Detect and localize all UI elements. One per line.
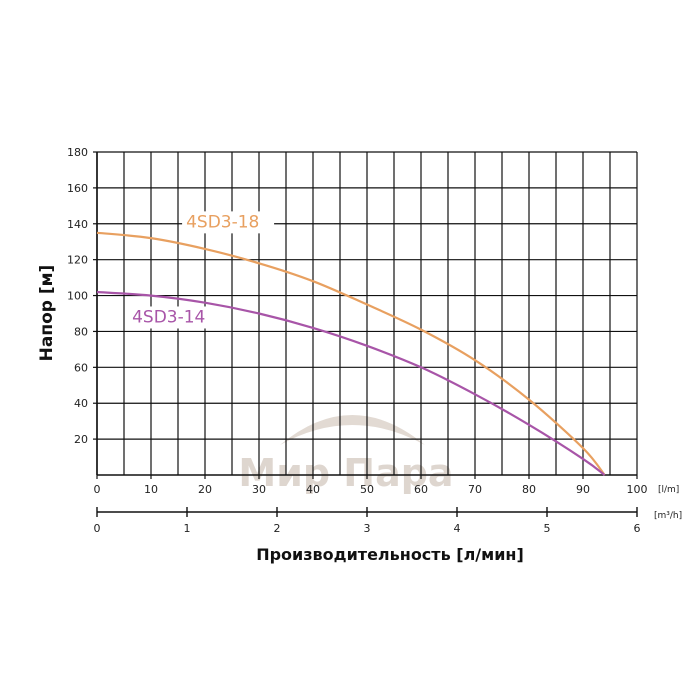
x-tick-label: 100	[627, 483, 648, 496]
x2-tick-label: 0	[94, 522, 101, 535]
x-tick-label: 10	[144, 483, 158, 496]
x-tick-label: 90	[576, 483, 590, 496]
x-tick-label: 60	[414, 483, 428, 496]
y-axis-label: Напор [м]	[37, 265, 57, 362]
x2-tick-label: 2	[274, 522, 281, 535]
series-line-4sd3-14	[96, 290, 606, 476]
series-label-bg	[182, 211, 275, 234]
series-line-4sd3-18	[96, 231, 606, 476]
series-label-4sd3-18: 4SD3-18	[186, 212, 259, 232]
y-tick-label: 80	[74, 325, 88, 338]
series-label-4sd3-14: 4SD3-14	[132, 307, 205, 327]
series-label-bg	[128, 306, 221, 329]
y-tick-label: 120	[67, 254, 88, 267]
series-lines: 4SD3-18 4SD3-14	[96, 211, 606, 476]
x2-tick-label: 5	[544, 522, 551, 535]
x-tick-label: 30	[252, 483, 266, 496]
x2-tick-label: 4	[454, 522, 461, 535]
y-tick-label: 160	[67, 182, 88, 195]
watermark-logo: Мир Пара	[238, 415, 454, 495]
x-tick-label: 80	[522, 483, 536, 496]
x-tick-label: 70	[468, 483, 482, 496]
y-tick-label: 60	[74, 361, 88, 374]
x2-axis-unit: [m³/h]	[654, 511, 682, 521]
y-tick-label: 140	[67, 218, 88, 231]
x2-tick-label: 1	[184, 522, 191, 535]
x2-tick-label: 6	[634, 522, 641, 535]
x-tick-label: 0	[94, 483, 101, 496]
x-tick-label: 50	[360, 483, 374, 496]
x-tick-label: 20	[198, 483, 212, 496]
x-axis-unit: [l/m]	[658, 485, 679, 495]
watermark-text: Мир Пара	[238, 451, 453, 495]
x-tick-label: 40	[306, 483, 320, 496]
y-tick-label: 40	[74, 397, 88, 410]
x-axis-label: Производительность [л/мин]	[256, 545, 524, 564]
y-tick-label: 180	[67, 146, 88, 159]
y-tick-label: 100	[67, 290, 88, 303]
y-tick-label: 20	[74, 433, 88, 446]
x2-tick-label: 3	[364, 522, 371, 535]
